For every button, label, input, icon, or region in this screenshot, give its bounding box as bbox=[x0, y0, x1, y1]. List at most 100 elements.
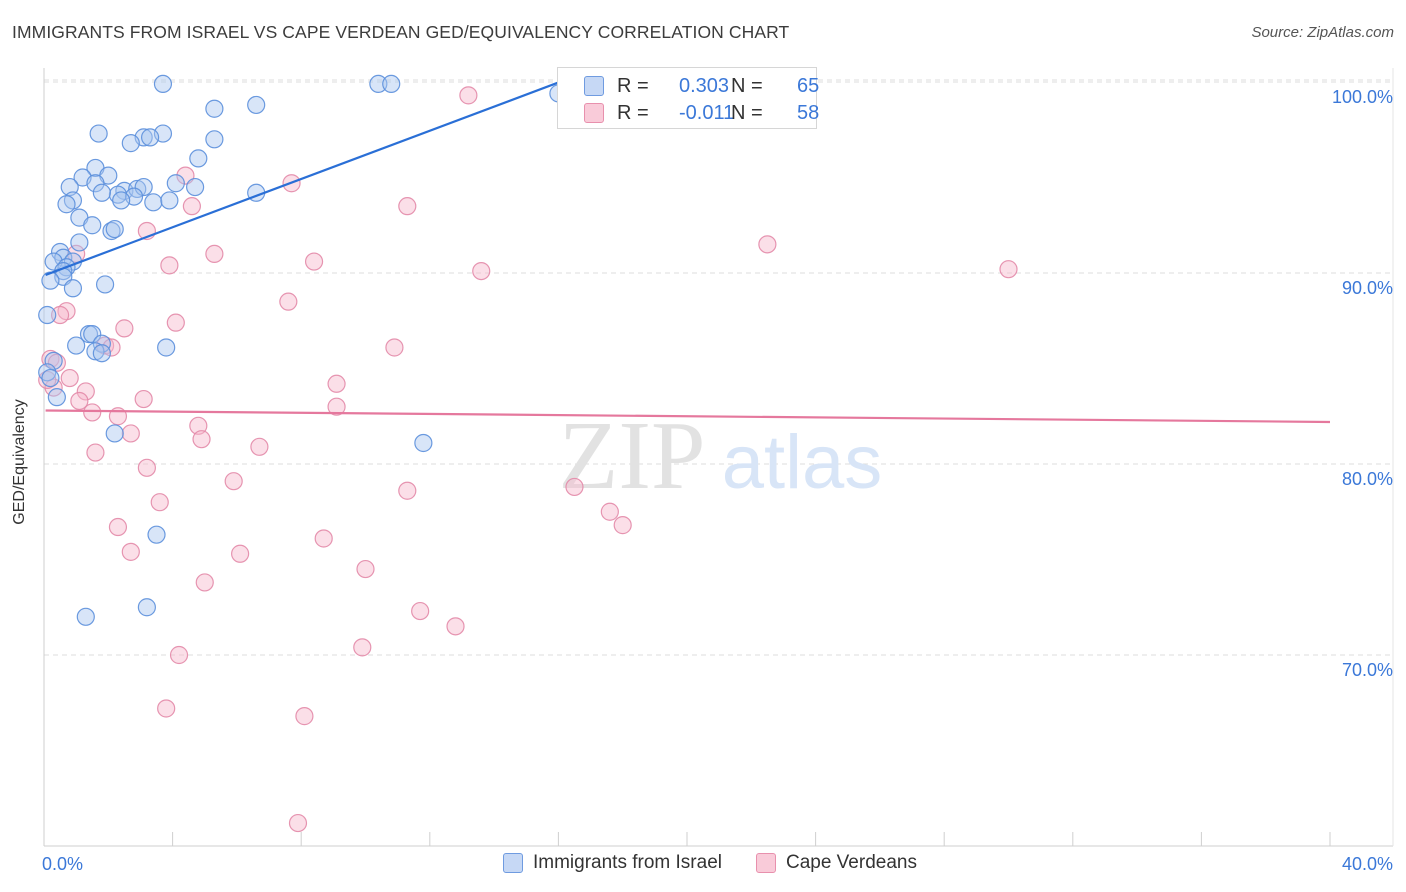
data-point[interactable] bbox=[169, 645, 189, 665]
data-point[interactable] bbox=[250, 437, 269, 456]
data-point[interactable] bbox=[224, 472, 243, 491]
data-point[interactable] bbox=[205, 244, 224, 263]
data-point[interactable] bbox=[89, 124, 108, 143]
data-point[interactable] bbox=[83, 403, 102, 422]
data-point[interactable] bbox=[137, 458, 156, 477]
data-point[interactable] bbox=[398, 197, 417, 216]
data-point[interactable] bbox=[102, 221, 121, 241]
data-point[interactable] bbox=[369, 74, 388, 94]
data-point[interactable] bbox=[134, 389, 153, 409]
data-point[interactable] bbox=[86, 443, 105, 462]
data-point[interactable] bbox=[76, 607, 95, 626]
y-tick-label: 90.0% bbox=[1342, 278, 1393, 298]
data-point[interactable] bbox=[327, 374, 346, 393]
data-point[interactable] bbox=[47, 353, 66, 372]
data-point[interactable] bbox=[112, 191, 131, 210]
data-point[interactable] bbox=[182, 197, 201, 216]
data-point[interactable] bbox=[446, 617, 465, 636]
data-point[interactable] bbox=[60, 177, 79, 197]
data-point[interactable] bbox=[140, 128, 160, 147]
legend-item-cape-verdeans[interactable]: Cape Verdeans bbox=[755, 852, 917, 874]
data-point[interactable] bbox=[189, 149, 208, 168]
data-point[interactable] bbox=[398, 481, 417, 500]
data-point[interactable] bbox=[758, 235, 777, 254]
data-point[interactable] bbox=[44, 351, 63, 370]
data-point[interactable] bbox=[50, 305, 70, 325]
data-point[interactable] bbox=[613, 516, 632, 535]
data-point[interactable] bbox=[115, 319, 134, 338]
data-point[interactable] bbox=[38, 305, 57, 325]
data-point[interactable] bbox=[160, 191, 179, 210]
data-point[interactable] bbox=[295, 707, 314, 726]
legend-item-israel[interactable]: Immigrants from Israel bbox=[503, 852, 722, 874]
legend-swatch-cape-verdeans bbox=[584, 103, 604, 123]
data-point[interactable] bbox=[157, 699, 176, 718]
data-point[interactable] bbox=[41, 368, 60, 388]
data-point[interactable] bbox=[144, 193, 163, 212]
data-point[interactable] bbox=[205, 130, 224, 149]
data-point[interactable] bbox=[92, 334, 111, 353]
data-point[interactable] bbox=[41, 271, 60, 290]
data-point[interactable] bbox=[76, 382, 95, 401]
data-point[interactable] bbox=[186, 177, 205, 197]
data-point[interactable] bbox=[205, 99, 224, 118]
data-point[interactable] bbox=[353, 638, 372, 657]
data-point[interactable] bbox=[385, 338, 404, 357]
data-point[interactable] bbox=[147, 525, 166, 544]
data-point[interactable] bbox=[108, 185, 128, 204]
data-point[interactable] bbox=[314, 529, 333, 548]
data-point[interactable] bbox=[382, 74, 401, 94]
data-point[interactable] bbox=[137, 598, 156, 617]
data-point[interactable] bbox=[92, 344, 111, 363]
data-point[interactable] bbox=[411, 601, 430, 621]
data-point[interactable] bbox=[150, 493, 169, 512]
data-point[interactable] bbox=[231, 544, 250, 563]
data-point[interactable] bbox=[247, 95, 266, 115]
data-point[interactable] bbox=[304, 252, 324, 271]
data-point[interactable] bbox=[63, 279, 83, 298]
data-point[interactable] bbox=[565, 477, 584, 497]
data-point[interactable] bbox=[600, 502, 619, 521]
data-point[interactable] bbox=[134, 177, 153, 197]
data-point[interactable] bbox=[189, 416, 208, 435]
data-point[interactable] bbox=[83, 216, 102, 235]
data-point[interactable] bbox=[195, 573, 214, 592]
data-point[interactable] bbox=[105, 424, 124, 443]
data-point[interactable] bbox=[60, 368, 79, 388]
data-point[interactable] bbox=[166, 174, 185, 193]
data-point[interactable] bbox=[50, 242, 70, 262]
data-point[interactable] bbox=[472, 261, 491, 281]
data-point[interactable] bbox=[160, 256, 179, 275]
data-point[interactable] bbox=[57, 195, 76, 214]
data-point[interactable] bbox=[459, 86, 478, 105]
data-point[interactable] bbox=[327, 397, 346, 416]
data-point[interactable] bbox=[414, 433, 433, 453]
data-point[interactable] bbox=[38, 363, 57, 382]
data-point[interactable] bbox=[92, 183, 111, 202]
data-point[interactable] bbox=[67, 336, 86, 355]
data-point[interactable] bbox=[105, 219, 124, 239]
data-point[interactable] bbox=[44, 378, 63, 397]
data-point[interactable] bbox=[86, 174, 105, 193]
data-point[interactable] bbox=[121, 424, 140, 443]
data-point[interactable] bbox=[121, 134, 140, 153]
data-point[interactable] bbox=[95, 275, 115, 294]
data-point[interactable] bbox=[86, 342, 105, 361]
data-point[interactable] bbox=[192, 430, 211, 449]
data-point[interactable] bbox=[38, 370, 57, 390]
data-point[interactable] bbox=[279, 292, 298, 311]
data-point[interactable] bbox=[54, 248, 73, 267]
data-point[interactable] bbox=[47, 388, 66, 407]
data-point[interactable] bbox=[999, 260, 1018, 279]
data-point[interactable] bbox=[70, 233, 89, 252]
data-point[interactable] bbox=[356, 559, 375, 579]
data-point[interactable] bbox=[288, 813, 308, 833]
tick-labels: 100.0% 90.0% 80.0% 70.0% 0.0% 40.0% bbox=[42, 87, 1393, 874]
data-point[interactable] bbox=[121, 542, 140, 561]
data-point[interactable] bbox=[157, 338, 176, 357]
data-point[interactable] bbox=[70, 391, 89, 411]
data-point[interactable] bbox=[166, 313, 185, 332]
data-point[interactable] bbox=[153, 74, 173, 94]
data-point[interactable] bbox=[108, 517, 128, 537]
data-point[interactable] bbox=[83, 325, 102, 344]
